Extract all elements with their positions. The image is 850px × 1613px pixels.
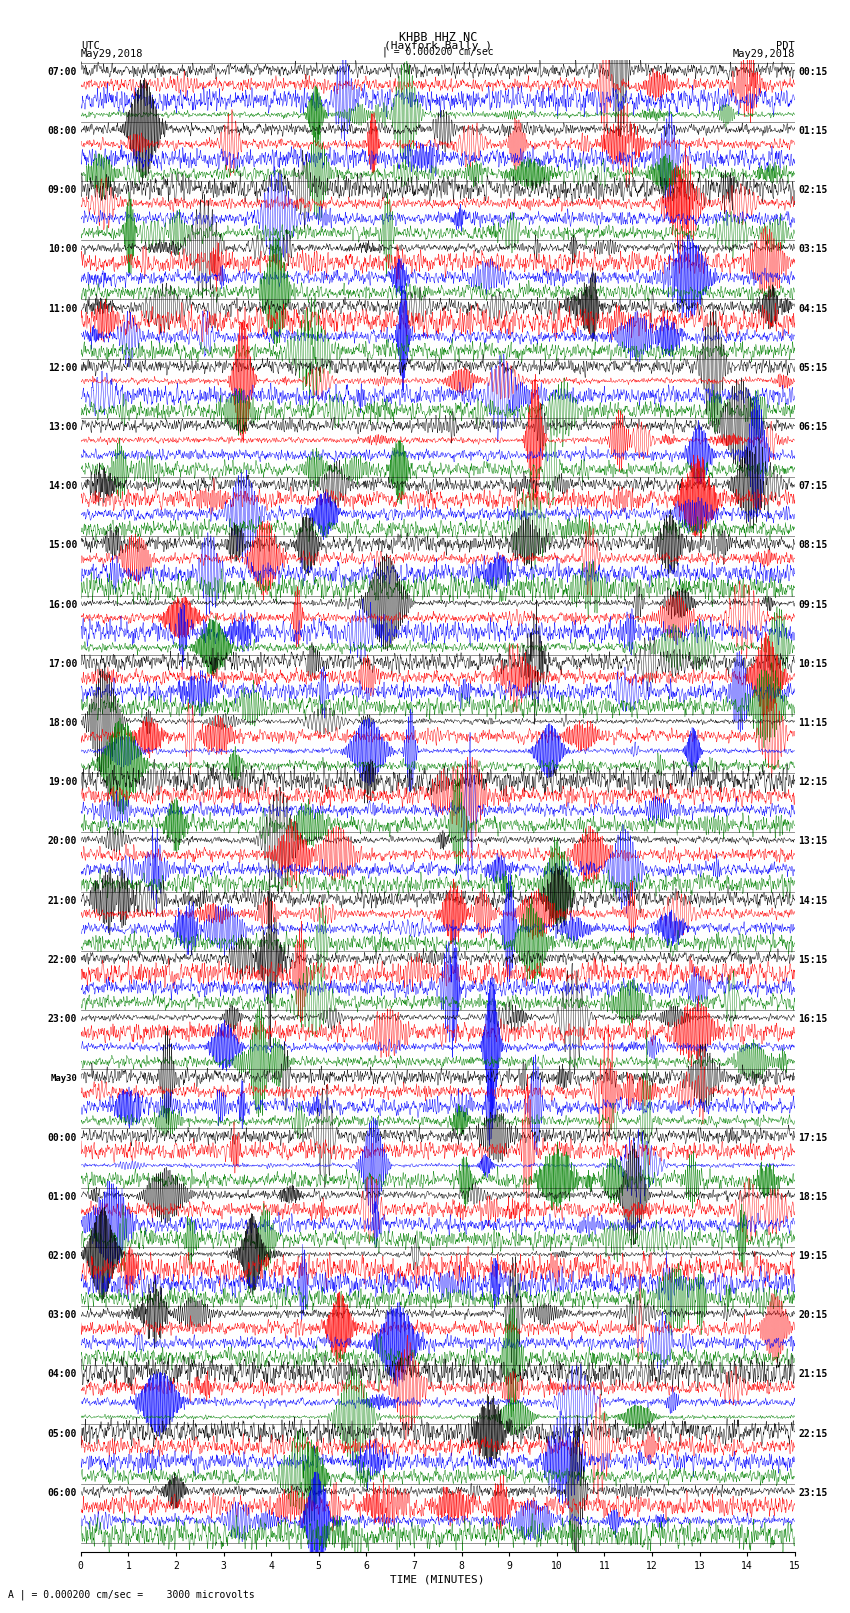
Text: 16:15: 16:15 [798, 1015, 828, 1024]
Text: 15:15: 15:15 [798, 955, 828, 965]
Text: 18:00: 18:00 [48, 718, 77, 727]
Text: 21:00: 21:00 [48, 895, 77, 905]
Text: 10:00: 10:00 [48, 245, 77, 255]
Text: 06:15: 06:15 [798, 423, 828, 432]
Text: 03:00: 03:00 [48, 1310, 77, 1319]
Text: 08:15: 08:15 [798, 540, 828, 550]
Text: 20:15: 20:15 [798, 1310, 828, 1319]
Text: 14:00: 14:00 [48, 481, 77, 492]
Text: 01:15: 01:15 [798, 126, 828, 135]
Text: 21:15: 21:15 [798, 1369, 828, 1379]
Text: 22:15: 22:15 [798, 1429, 828, 1439]
Text: 07:00: 07:00 [48, 66, 77, 77]
Text: 23:15: 23:15 [798, 1487, 828, 1498]
Text: 18:15: 18:15 [798, 1192, 828, 1202]
Text: | = 0.000200 cm/sec: | = 0.000200 cm/sec [382, 47, 494, 58]
Text: 07:15: 07:15 [798, 481, 828, 492]
Text: 11:00: 11:00 [48, 303, 77, 313]
Text: 05:15: 05:15 [798, 363, 828, 373]
Text: 23:00: 23:00 [48, 1015, 77, 1024]
Text: 11:15: 11:15 [798, 718, 828, 727]
Text: 13:00: 13:00 [48, 423, 77, 432]
Text: 13:15: 13:15 [798, 837, 828, 847]
Text: 10:15: 10:15 [798, 658, 828, 669]
Text: 01:00: 01:00 [48, 1192, 77, 1202]
Text: 00:15: 00:15 [798, 66, 828, 77]
Text: 19:00: 19:00 [48, 777, 77, 787]
Text: 20:00: 20:00 [48, 837, 77, 847]
Text: 06:00: 06:00 [48, 1487, 77, 1498]
Text: May29,2018: May29,2018 [732, 48, 795, 58]
Text: 19:15: 19:15 [798, 1252, 828, 1261]
Text: A | = 0.000200 cm/sec =    3000 microvolts: A | = 0.000200 cm/sec = 3000 microvolts [8, 1589, 255, 1600]
Text: 02:15: 02:15 [798, 185, 828, 195]
Text: 15:00: 15:00 [48, 540, 77, 550]
Text: 08:00: 08:00 [48, 126, 77, 135]
Text: 09:15: 09:15 [798, 600, 828, 610]
Text: 22:00: 22:00 [48, 955, 77, 965]
Text: 05:00: 05:00 [48, 1429, 77, 1439]
Text: 03:15: 03:15 [798, 245, 828, 255]
Text: 04:00: 04:00 [48, 1369, 77, 1379]
Text: KHBB HHZ NC: KHBB HHZ NC [399, 31, 477, 44]
Text: 17:00: 17:00 [48, 658, 77, 669]
Text: 12:15: 12:15 [798, 777, 828, 787]
Text: 14:15: 14:15 [798, 895, 828, 905]
Text: UTC: UTC [81, 40, 99, 50]
Text: 02:00: 02:00 [48, 1252, 77, 1261]
Text: 16:00: 16:00 [48, 600, 77, 610]
Text: 09:00: 09:00 [48, 185, 77, 195]
Text: 17:15: 17:15 [798, 1132, 828, 1142]
Text: 00:00: 00:00 [48, 1132, 77, 1142]
Text: 12:00: 12:00 [48, 363, 77, 373]
Text: May29,2018: May29,2018 [81, 48, 144, 58]
Text: May30: May30 [50, 1074, 77, 1082]
X-axis label: TIME (MINUTES): TIME (MINUTES) [390, 1574, 485, 1586]
Text: (Hayfork Bally ): (Hayfork Bally ) [383, 40, 492, 50]
Text: 04:15: 04:15 [798, 303, 828, 313]
Text: PDT: PDT [776, 40, 795, 50]
